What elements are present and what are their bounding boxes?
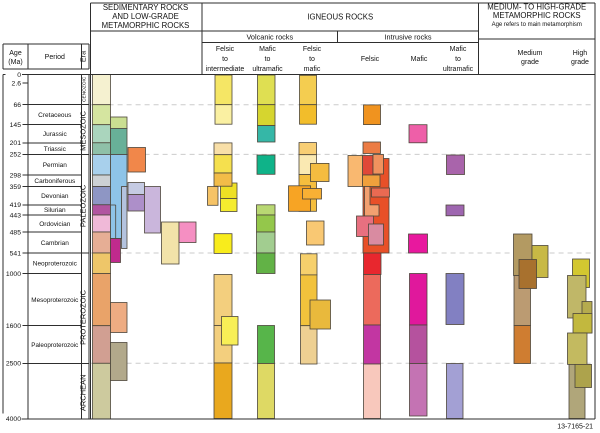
svg-text:MESOZOIC: MESOZOIC [78,110,87,151]
svg-text:Intrusive rocks: Intrusive rocks [385,32,432,41]
svg-text:Paleoproterozoic: Paleoproterozoic [31,342,79,349]
svg-text:Mafic: Mafic [259,46,276,53]
svg-text:Neoproterozoic: Neoproterozoic [33,261,78,268]
svg-text:Medium: Medium [518,50,543,57]
svg-text:Volcanic rocks: Volcanic rocks [246,32,293,41]
svg-text:Felsic: Felsic [303,46,322,53]
svg-text:Jurassic: Jurassic [43,131,68,138]
svg-text:Silurian: Silurian [44,207,66,214]
svg-text:Felsic: Felsic [216,46,235,53]
svg-text:298: 298 [10,172,22,179]
svg-text:Age: Age [9,50,22,57]
svg-text:ARCHEAN: ARCHEAN [78,374,87,411]
svg-text:(Ma): (Ma) [8,59,22,66]
svg-text:High: High [573,50,588,57]
svg-text:Mesoproterozoic: Mesoproterozoic [31,297,79,304]
svg-text:CENOZOIC: CENOZOIC [81,76,87,102]
svg-text:1000: 1000 [6,271,21,278]
svg-text:252: 252 [10,152,22,159]
svg-text:intermediate: intermediate [206,66,245,73]
svg-text:ultramafic: ultramafic [252,66,283,73]
svg-text:13-7165-21: 13-7165-21 [557,424,593,431]
svg-text:grade: grade [521,59,539,66]
svg-text:Period: Period [45,54,65,61]
svg-text:PALEOZOIC: PALEOZOIC [78,184,87,227]
svg-text:to: to [455,56,461,63]
svg-text:SEDIMENTARY ROCKS: SEDIMENTARY ROCKS [103,3,188,12]
svg-text:4000: 4000 [6,416,21,423]
svg-text:Ordovician: Ordovician [39,221,70,228]
svg-text:to: to [309,56,315,63]
svg-text:to: to [265,56,271,63]
svg-text:mafic: mafic [304,66,321,73]
svg-text:359: 359 [10,184,22,191]
svg-text:541: 541 [10,250,22,257]
svg-text:2.6: 2.6 [12,80,22,87]
svg-text:201: 201 [10,140,22,147]
svg-text:Devonian: Devonian [41,193,69,200]
svg-text:0: 0 [17,72,21,79]
svg-text:Carboniferous: Carboniferous [34,178,76,185]
svg-text:MEDIUM- TO HIGH-GRADE: MEDIUM- TO HIGH-GRADE [487,3,586,12]
svg-text:METAMORPHIC ROCKS: METAMORPHIC ROCKS [102,21,190,30]
svg-text:2500: 2500 [6,361,21,368]
svg-text:Mafic: Mafic [450,46,467,53]
svg-text:485: 485 [10,229,22,236]
svg-text:Mafic: Mafic [411,56,428,63]
svg-text:to: to [222,56,228,63]
svg-text:Era: Era [78,51,87,62]
svg-text:419: 419 [10,202,22,209]
svg-text:IGNEOUS ROCKS: IGNEOUS ROCKS [307,13,373,22]
svg-text:ultramafic: ultramafic [443,66,474,73]
svg-text:Felsic: Felsic [361,56,380,63]
svg-text:Permian: Permian [43,162,68,169]
svg-text:443: 443 [10,212,22,219]
svg-text:grade: grade [571,59,589,66]
svg-text:Age refers to main metamorphis: Age refers to main metamorphism [492,22,582,28]
svg-text:Triassic: Triassic [44,146,67,153]
svg-text:145: 145 [10,122,22,129]
svg-text:Cretaceous: Cretaceous [38,112,72,119]
svg-text:PROTEROZOIC: PROTEROZOIC [78,289,87,345]
svg-text:1600: 1600 [6,323,21,330]
svg-text:Cambrian: Cambrian [41,240,70,247]
svg-text:METAMORPHIC ROCKS: METAMORPHIC ROCKS [493,11,581,20]
svg-text:66: 66 [13,102,21,109]
svg-text:AND LOW-GRADE: AND LOW-GRADE [112,12,179,21]
